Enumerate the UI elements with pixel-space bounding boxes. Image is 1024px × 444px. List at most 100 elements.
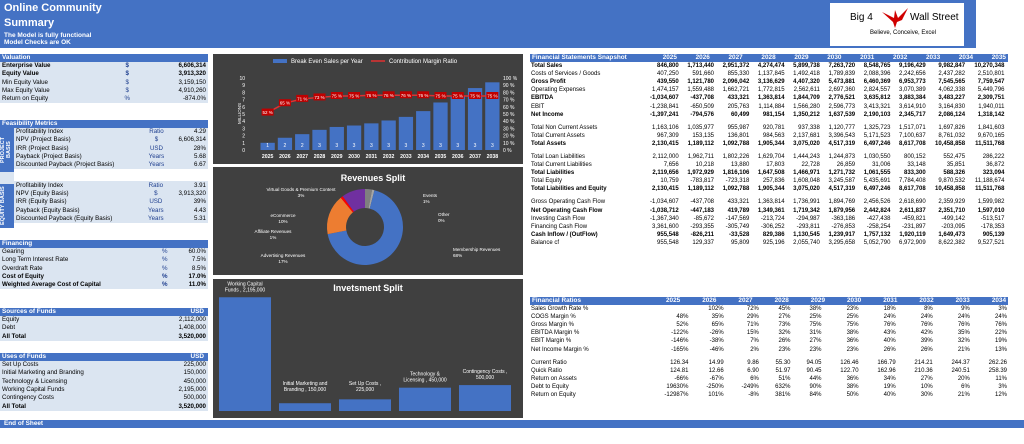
- table-cell: -146%: [671, 338, 689, 345]
- investment-split-chart: Invetsment Split Working Capital Funds , 2…: [213, 279, 523, 418]
- slice-label: Events: [423, 193, 438, 198]
- kv-label: All Total: [2, 402, 26, 410]
- table-cell: 73%: [778, 322, 791, 329]
- table-cell: 4,517,319: [828, 186, 856, 193]
- table-cell: 588,326: [943, 170, 966, 177]
- table-cell: [642, 305, 689, 313]
- table-cell: [1005, 185, 1008, 193]
- table-row: Current Ratio 126.34 14.99 9.86 55.30 94.05 12…: [530, 359, 1008, 367]
- bar: [433, 102, 448, 150]
- bar: [416, 111, 431, 150]
- table-cell: 10,458,858: [935, 140, 966, 147]
- bar-label-line: Technology &: [410, 372, 441, 378]
- table-cell: 84%: [809, 391, 822, 398]
- table-cell: 26%: [883, 346, 896, 353]
- table-cell: 5,449,796: [977, 87, 1005, 94]
- kv-value: 150,000: [183, 369, 206, 377]
- table-cell: -826,211: [690, 231, 715, 238]
- table-cell: 8,617,708: [899, 186, 926, 193]
- kv-label: IRR (Equity Basis): [16, 198, 67, 206]
- table-row: Debt to Equity 19630% -250% -249% 632% 90% 38%…: [530, 383, 1008, 391]
- row-label: Total Non Current Assets: [531, 124, 598, 131]
- year-header: 2031: [860, 54, 875, 61]
- table-cell: [1005, 239, 1008, 247]
- table-cell: -276,853: [831, 223, 856, 230]
- line-point-label-bg: [451, 92, 464, 99]
- slice-pct: 0%: [438, 218, 445, 223]
- table-cell: 1,121,780: [687, 79, 715, 86]
- kv-row: NPV (Project Basis) $6,606,314: [14, 136, 208, 144]
- table-cell: 1,474,157: [652, 87, 679, 94]
- legend-label-line: Contribution Margin Ratio: [389, 59, 458, 65]
- table-cell: 95,809: [730, 239, 750, 246]
- kv-row: IRR (Equity Basis) USD 39%: [14, 198, 208, 206]
- table-cell: [1005, 70, 1008, 78]
- table-cell: 6%: [961, 383, 970, 390]
- y2-tick-label: 70 %: [503, 98, 515, 104]
- row-label: Net Income Margin %: [531, 346, 589, 353]
- uses-unit: USD: [190, 353, 205, 360]
- table-cell: [1005, 140, 1008, 148]
- bar-label: 3: [370, 143, 373, 149]
- table-cell: 3,635,812: [863, 95, 891, 102]
- bar-label: 3: [335, 143, 338, 149]
- row-label: Net Income: [531, 111, 564, 118]
- table-cell: 23%: [778, 346, 791, 353]
- kv-unit: Ratio: [148, 181, 164, 189]
- legend-label-bar: Break Even Sales per Year: [291, 59, 363, 65]
- table-cell: 36,872: [986, 162, 1005, 169]
- table-cell: 2,437,282: [938, 71, 966, 78]
- equity-basis-table: Profitability Index Ratio 3.91 NPV (Equity …: [14, 181, 208, 223]
- table-cell: 90%: [809, 383, 822, 390]
- app-title: Online Community: [4, 2, 102, 14]
- uses-table: Set Up Costs 225,000 Initial Marketing and…: [0, 361, 208, 411]
- table-cell: 1,318,142: [977, 111, 1005, 118]
- table-cell: -203,095: [941, 223, 966, 230]
- table-cell: 210.36: [914, 367, 933, 374]
- kv-label: NPV (Equity Basis): [16, 189, 69, 197]
- table-cell: 6,972,909: [899, 239, 926, 246]
- table-cell: 3,136,629: [757, 79, 785, 86]
- table-cell: 4,062,338: [938, 87, 966, 94]
- table-cell: 1,719,342: [793, 207, 820, 214]
- table-cell: 23%: [846, 306, 859, 313]
- table-cell: 38%: [846, 383, 859, 390]
- year-header: 2034: [958, 54, 974, 61]
- company-logo: Big 4 Wall Street Believe, Conceive, Exc…: [830, 3, 964, 46]
- table-cell: 1,035,977: [687, 124, 715, 131]
- table-cell: 2,618,690: [899, 199, 926, 206]
- row-label: Total Liabilities and Equity: [531, 186, 607, 193]
- table-cell: 35,851: [946, 162, 966, 169]
- table-cell: 1,736,991: [793, 199, 820, 206]
- slice-label: Advertising Revenues: [261, 253, 306, 258]
- financing-panel: Financing Gearing% 60.0% Long Term Interes…: [0, 240, 208, 290]
- table-cell: 407,250: [657, 71, 679, 78]
- line-point-label-bg: [330, 92, 343, 99]
- row-label: Cash Inflow / (OutFlow): [531, 231, 598, 238]
- table-cell: 126.34: [670, 359, 689, 366]
- table-row: Operating Expenses 1,474,157 1,559,488 1,66…: [530, 86, 1008, 94]
- table-cell: 1,894,769: [828, 199, 856, 206]
- table-cell: 23%: [809, 346, 822, 353]
- table-cell: 76%: [883, 322, 896, 329]
- table-cell: 35%: [711, 314, 724, 321]
- table-cell: 1,114,884: [758, 103, 785, 110]
- row-label: Total Sales: [531, 63, 563, 70]
- table-cell: 7%: [750, 338, 759, 345]
- y2-tick-label: 40 %: [503, 119, 515, 125]
- valuation-panel: Valuation Enterprise Value $6,606,314 Equi…: [0, 54, 208, 104]
- table-cell: 9.86: [747, 359, 759, 366]
- kv-row: Return on Equity% -874.0%: [0, 95, 208, 103]
- line-point-label: 75 %: [470, 94, 480, 99]
- slice-pct: 17%: [278, 259, 287, 264]
- kv-row: All Total 3,520,000: [0, 402, 208, 410]
- table-cell: -66%: [674, 375, 689, 382]
- table-cell: 6%: [750, 375, 759, 382]
- bar-label: Working Capital Funds , 2,195,000: [225, 281, 266, 293]
- table-cell: 1,189,112: [687, 186, 715, 193]
- kv-row: Working Capital Funds 2,195,000: [0, 386, 208, 394]
- table-cell: 1,637,539: [828, 111, 856, 118]
- kv-label: Weighted Average Cost of Capital: [2, 281, 101, 289]
- uses-panel: Uses of Funds USD Set Up Costs 225,000 Init…: [0, 353, 208, 411]
- kv-value: 3,913,320: [178, 70, 206, 78]
